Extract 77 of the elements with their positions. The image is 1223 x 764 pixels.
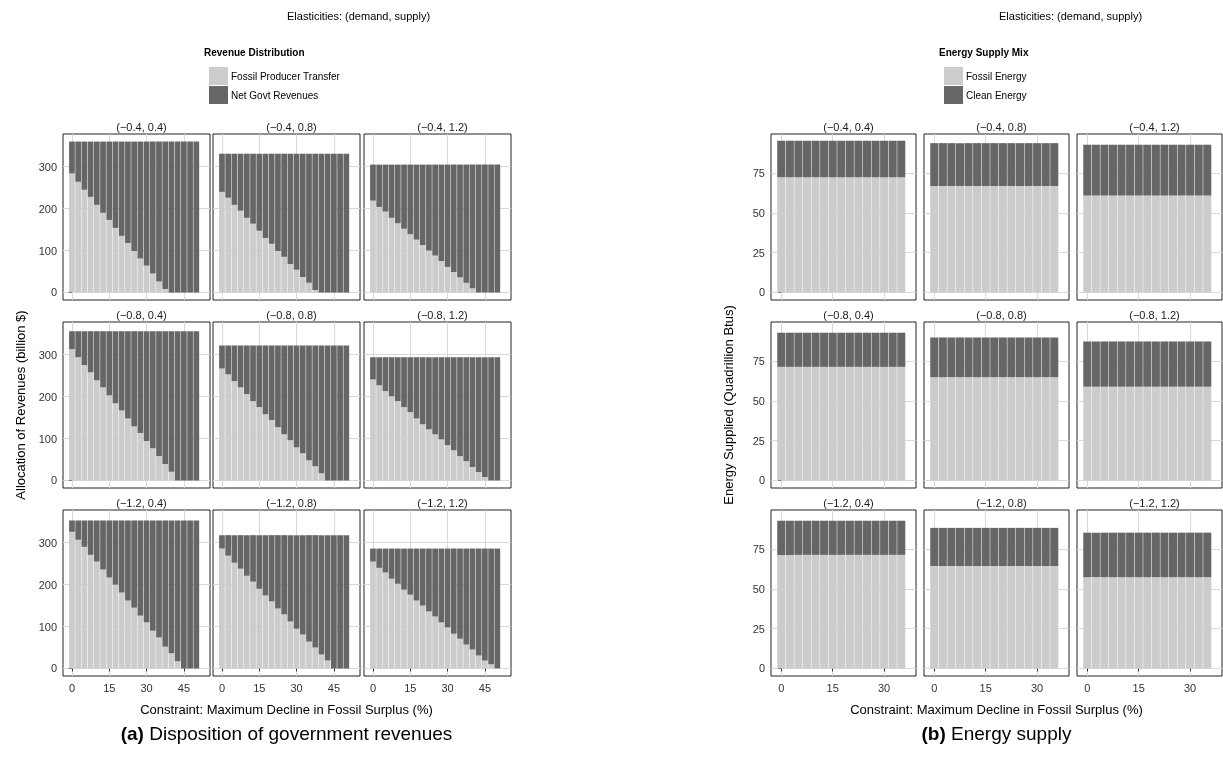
legend-label: Fossil Energy [966,70,1027,82]
text: (b) Energy supply [921,723,1072,744]
chart-title: (−0.4, 1.2) [417,120,468,133]
x-tick-label: 15 [979,681,992,694]
chart-title: (−0.4, 0.4) [823,120,874,133]
y-axis-title: Energy Supplied (Quadrillion Btus) [721,305,736,505]
y-tick-label: 75 [752,167,765,180]
x-tick-label: 30 [140,681,153,694]
chart-title: (−1.2, 1.2) [417,496,468,509]
y-tick-label: 0 [758,474,765,487]
chart-title: (−0.8, 1.2) [1129,308,1180,321]
chart-title: (−1.2, 0.4) [823,496,874,509]
y-tick-label: 100 [38,244,57,257]
x-tick-label: 15 [253,681,266,694]
y-tick-label: 300 [38,160,57,173]
chart-subtitle: Elasticities: (demand, supply) [287,9,431,22]
y-tick-label: 0 [50,662,57,675]
legend-label: Clean Energy [966,89,1027,101]
x-tick-label: 0 [778,681,785,694]
y-tick-label: 0 [758,662,765,675]
y-tick-label: 0 [50,474,57,487]
y-tick-label: 25 [752,246,765,259]
chart-title: (−0.8, 0.4) [116,308,167,321]
y-tick-label: 200 [38,578,57,591]
chart-title: (−1.2, 0.8) [976,496,1027,509]
chart-title: (−0.4, 0.4) [116,120,167,133]
text: (a) Disposition of government revenues [120,723,453,744]
x-tick-label: 0 [931,681,938,694]
y-tick-label: 75 [752,543,765,556]
x-tick-label: 15 [826,681,839,694]
y-tick-label: 0 [50,286,57,299]
chart-title: (−1.2, 1.2) [1129,496,1180,509]
x-tick-label: 45 [478,681,492,694]
x-tick-label: 15 [1132,681,1145,694]
x-axis-title: Constraint: Maximum Decline in Fossil Surplus (%) [850,702,1143,717]
y-tick-label: 100 [38,620,57,633]
y-axis-title: Allocation of Revenues (billion $) [13,310,28,500]
chart-title: (−0.4, 1.2) [1129,120,1180,133]
chart-title: (−1.2, 0.8) [266,496,317,509]
legend-label: Fossil Producer Transfer [231,70,341,82]
chart-subtitle: Elasticities: (demand, supply) [999,9,1143,22]
chart-title: (−1.2, 0.4) [116,496,167,509]
x-tick-label: 30 [1031,681,1044,694]
x-tick-label: 30 [1184,681,1197,694]
chart-title: (−0.4, 0.8) [976,120,1027,133]
y-tick-label: 100 [38,432,57,445]
x-axis-title: Constraint: Maximum Decline in Fossil Surplus (%) [140,702,433,717]
chart-title: (−0.8, 0.8) [266,308,317,321]
y-tick-label: 300 [38,348,57,361]
chart-title: (−0.4, 0.8) [266,120,317,133]
y-tick-label: 0 [758,286,765,299]
x-tick-label: 0 [218,681,226,694]
x-tick-label: 30 [441,681,454,694]
chart-title: (−0.8, 1.2) [417,308,468,321]
x-tick-label: 0 [1084,681,1091,694]
y-tick-label: 50 [752,207,765,220]
legend-label: Net Govt Revenues [231,89,319,101]
x-tick-label: 30 [290,681,303,694]
y-tick-label: 50 [752,583,765,596]
y-tick-label: 25 [752,434,765,447]
x-tick-label: 0 [68,681,76,694]
x-tick-label: 15 [103,681,116,694]
legend-title: Revenue Distribution [204,46,305,58]
x-tick-label: 45 [327,681,341,694]
legend-title: Energy Supply Mix [939,46,1029,58]
y-tick-label: 200 [38,202,57,215]
chart-title: (−0.8, 0.4) [823,308,874,321]
x-tick-label: 30 [878,681,891,694]
y-tick-label: 200 [38,390,57,403]
x-tick-label: 45 [177,681,191,694]
y-tick-label: 25 [752,622,765,635]
y-tick-label: 50 [752,395,765,408]
y-tick-label: 300 [38,536,57,549]
x-tick-label: 0 [369,681,377,694]
chart-title: (−0.8, 0.8) [976,308,1027,321]
y-tick-label: 75 [752,355,765,368]
x-tick-label: 15 [404,681,417,694]
